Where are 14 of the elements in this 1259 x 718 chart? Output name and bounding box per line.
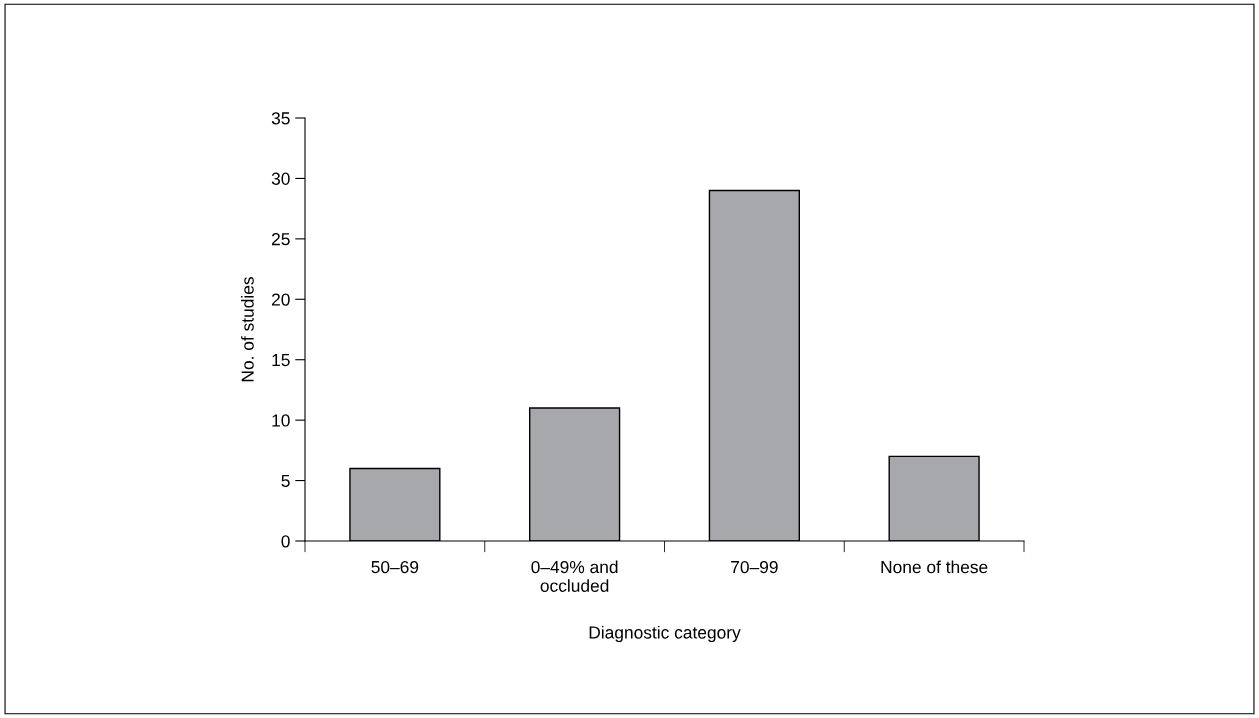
x-tick-label: 50–69 [371,560,419,574]
y-tick-label: 5 [281,474,290,488]
x-tick-label: None of these [881,560,988,574]
y-tick-label: 25 [271,233,290,246]
x-tick-label: 70–99 [731,560,778,574]
y-tick-label: 30 [271,172,290,185]
y-tick-label: 35 [271,112,290,125]
y-tick-label: 10 [272,414,290,427]
y-tick-label: 20 [271,293,290,306]
x-axis-title: Diagnostic category [589,625,741,643]
y-tick-label: 0 [281,535,290,548]
x-tick-label: 0–49% and occluded [531,560,618,592]
y-tick-label: 15 [272,354,290,367]
y-axis-title: No. of studies [241,277,254,382]
